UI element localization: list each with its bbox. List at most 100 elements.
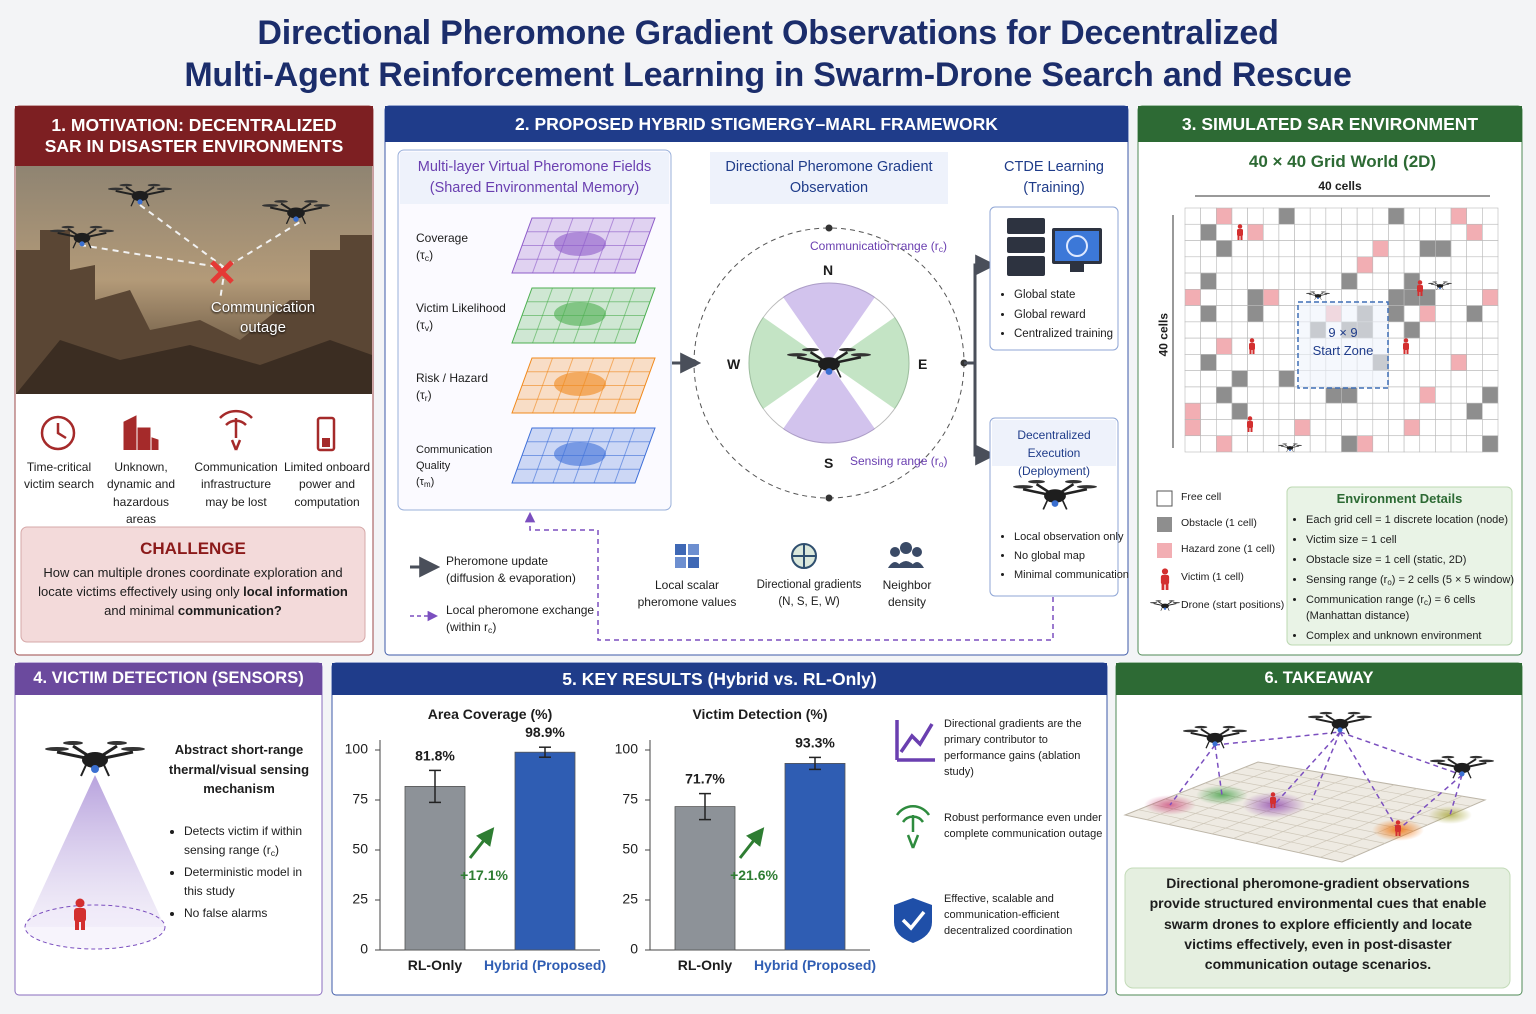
comm-range-label: Communication range (rc) (810, 238, 947, 255)
grid-cell (1184, 337, 1201, 355)
y-tick-label: 100 (345, 741, 369, 757)
grid-cell (1482, 435, 1499, 453)
grid-cell (1435, 240, 1452, 258)
legend-label: Pheromone update (diffusion & evaporatio… (446, 553, 586, 588)
grid-cell (1450, 289, 1468, 306)
grid-cell (1403, 223, 1421, 241)
grid-cell (1184, 419, 1201, 437)
image-label: Communication outage (210, 299, 316, 336)
icon-label: Time-critical victim search (23, 460, 94, 492)
grid-cell (1435, 256, 1452, 274)
layer-hotspot (554, 302, 606, 326)
grid-cell (1482, 419, 1499, 437)
text-part: and minimal (104, 602, 178, 618)
text-part: No false alarms (184, 906, 268, 921)
grid-cell (1466, 337, 1483, 355)
comm-links (1169, 731, 1463, 831)
y-tick-label: 50 (622, 841, 638, 857)
grid-cell (1341, 435, 1358, 453)
observation-label: Neighbor density (882, 578, 932, 610)
y-tick-label: 25 (622, 891, 638, 907)
grid-cell (1200, 402, 1217, 420)
grid-cell (1216, 354, 1233, 371)
grid-cell (1231, 402, 1248, 420)
grid-cell (1216, 305, 1233, 323)
grid-cell (1200, 386, 1217, 404)
text-part: Communication range (r (810, 239, 939, 253)
exec-bullets: Local observation only No global map Minim… (1000, 530, 1132, 587)
grid-cell (1325, 435, 1342, 453)
grid-cell (1325, 272, 1342, 290)
grid-cell (1216, 370, 1233, 388)
layer-hotspot (554, 232, 606, 256)
grid-cell (1341, 223, 1358, 241)
grid-cell (1200, 321, 1217, 339)
grid-cell (1231, 435, 1248, 453)
grid-cell (1435, 305, 1452, 323)
grid-cell (1482, 386, 1499, 404)
sensor-bullets: Detects victim if within sensing range (… (170, 822, 324, 927)
grid-cell (1435, 321, 1452, 339)
grid-cell (1372, 435, 1389, 453)
text-part: ) (429, 318, 434, 333)
grid-cell (1419, 354, 1436, 371)
grid-cell (1482, 272, 1499, 290)
grid-cell (1309, 207, 1327, 225)
grid-cell (1200, 435, 1217, 453)
grid-cell (1216, 223, 1233, 241)
grid-cell (1262, 337, 1280, 355)
grid-cell (1450, 337, 1468, 355)
grid-cell (1262, 305, 1280, 323)
grid-cell (1309, 386, 1327, 404)
grid-cell (1388, 223, 1405, 241)
improvement-label: +21.6% (730, 867, 778, 883)
exchange-path (524, 511, 1054, 641)
grid-cell (1419, 370, 1436, 388)
grid-cell (1388, 207, 1405, 225)
grid-cell (1341, 272, 1358, 290)
bullet: No false alarms (184, 904, 324, 923)
grid-cell (1466, 289, 1483, 306)
text-part: ) (943, 454, 948, 468)
grid-cell (1247, 256, 1264, 274)
chart-title: Victim Detection (%) (692, 706, 827, 722)
grid-cell (1262, 354, 1280, 371)
text-part: Victim size = 1 cell (1306, 533, 1397, 546)
grid-cell (1419, 386, 1436, 404)
grid-cell (1216, 272, 1233, 290)
compass-cross (792, 544, 816, 568)
grid-cell (1325, 223, 1342, 241)
grid-cell (1231, 321, 1248, 339)
title-line: Multi-Agent Reinforcement Learning in Sw… (184, 56, 1352, 94)
text-part: Local pheromone exchange (within r (446, 603, 595, 635)
grid-cell (1231, 337, 1248, 355)
text-part: Global reward (1014, 308, 1086, 321)
grid-cell (1435, 207, 1452, 225)
x-tick-label: Hybrid (Proposed) (754, 957, 876, 973)
ruins (16, 230, 372, 394)
grid-cell (1450, 207, 1468, 225)
exec-title: Decentralized Execution (Deployment) (1017, 428, 1091, 478)
field-label: Victim Likelihood (τv) (416, 300, 516, 335)
y-tick-label: 0 (630, 941, 638, 957)
grid-cell (1450, 240, 1468, 258)
sensor-heading: Abstract short-range thermal/visual sens… (168, 742, 310, 796)
grid-cell (1200, 207, 1217, 225)
grid-cell (1247, 435, 1264, 453)
text-part: Pheromone update (diffusion & evaporatio… (446, 554, 576, 586)
grid-cell (1403, 402, 1421, 420)
finding: Robust performance even under complete c… (944, 812, 1103, 840)
x-tick-label: Hybrid (Proposed) (484, 957, 606, 973)
grid-cell (1482, 256, 1499, 274)
grid-cell (1184, 240, 1201, 258)
panel-header: 6. TAKEAWAY (1116, 663, 1522, 695)
grid-cell (1466, 272, 1483, 290)
people-icon (912, 547, 922, 557)
grid-cell (1247, 386, 1264, 404)
grid-cell (1356, 256, 1374, 274)
takeaway-box (1124, 867, 1511, 989)
grid-cell (1231, 240, 1248, 258)
grid-cell (1262, 370, 1280, 388)
